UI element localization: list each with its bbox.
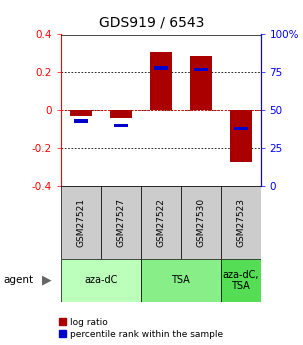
Text: GSM27530: GSM27530 (196, 198, 205, 247)
Bar (234, 127, 248, 130)
Bar (150, 51, 171, 110)
Text: aza-dC: aza-dC (84, 275, 117, 285)
Text: GDS919 / 6543: GDS919 / 6543 (99, 16, 204, 30)
Bar (230, 110, 251, 161)
Bar (74, 119, 88, 123)
Bar (221, 259, 261, 302)
Text: GSM27527: GSM27527 (116, 198, 125, 247)
Text: GSM27522: GSM27522 (156, 198, 165, 247)
Bar (194, 68, 208, 71)
Text: TSA: TSA (171, 275, 190, 285)
Bar (154, 66, 168, 70)
Bar (181, 186, 221, 259)
Text: GSM27521: GSM27521 (76, 198, 85, 247)
Bar (190, 56, 211, 110)
Legend: log ratio, percentile rank within the sample: log ratio, percentile rank within the sa… (59, 318, 223, 339)
Bar (61, 259, 141, 302)
Text: GSM27523: GSM27523 (236, 198, 245, 247)
Bar (70, 110, 92, 116)
Bar (141, 259, 221, 302)
Text: ▶: ▶ (42, 274, 52, 287)
Bar (141, 186, 181, 259)
Bar (221, 186, 261, 259)
Bar (61, 186, 101, 259)
Bar (110, 110, 132, 118)
Bar (114, 124, 128, 127)
Text: aza-dC,
TSA: aza-dC, TSA (222, 269, 259, 291)
Bar (101, 186, 141, 259)
Text: agent: agent (3, 275, 33, 285)
